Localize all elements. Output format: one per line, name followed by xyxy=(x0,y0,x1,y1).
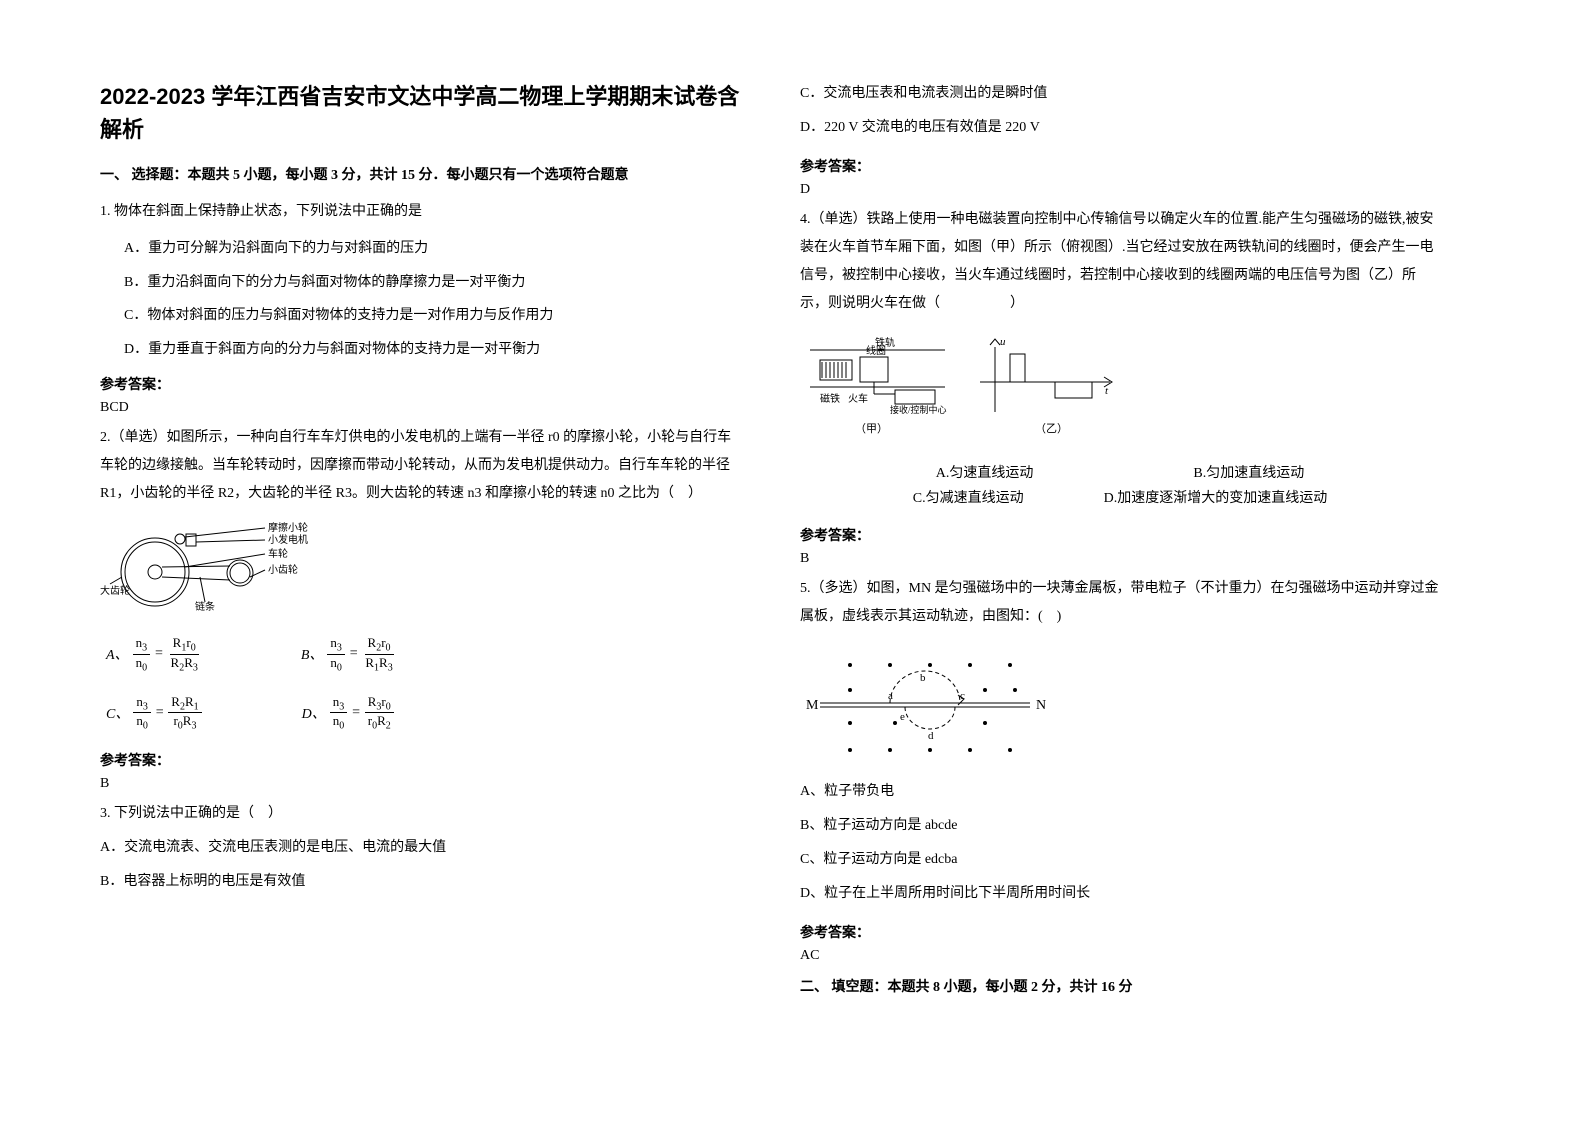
q5-label-e: e xyxy=(900,711,905,723)
svg-text:u: u xyxy=(1000,336,1006,348)
q4-label-center: 接收/控制中心 xyxy=(890,404,947,415)
q4-options: A.匀速直线运动 B.匀加速直线运动 C.匀减速直线运动 D.加速度逐渐增大的变… xyxy=(800,461,1440,511)
q4-opt-a: A.匀速直线运动 xyxy=(936,461,1034,486)
q2-opt-b: B、 n3n0 = R2r0R1R3 xyxy=(301,635,396,673)
q3-opt-d: D．220 V 交流电的电压有效值是 220 V xyxy=(800,114,1440,142)
q4-label-yi: （乙） xyxy=(1035,422,1068,435)
q1-answer: BCD xyxy=(100,400,740,416)
q2-opt-d-label: D、 xyxy=(302,703,326,723)
q4-stem: 4.（单选）铁路上使用一种电磁装置向控制中心传输信号以确定火车的位置.能产生匀强… xyxy=(800,206,1440,318)
q5-label-m: M xyxy=(806,698,819,713)
q2-options-row2: C、 n3n0 = R2R1r0R3 D、 n3n0 = R3r0r0R2 xyxy=(100,694,740,732)
q2-opt-a-label: A、 xyxy=(106,644,129,664)
q1-opt-a: A．重力可分解为沿斜面向下的力与对斜面的压力 xyxy=(100,232,740,266)
q5-label-d: d xyxy=(928,730,934,742)
exam-title: 2022-2023 学年江西省吉安市文达中学高二物理上学期期末试卷含解析 xyxy=(100,80,740,146)
q2-label-smallgear: 小齿轮 xyxy=(268,563,298,576)
q5-opt-b: B、粒子运动方向是 abcde xyxy=(800,812,1440,840)
q1-opt-b: B．重力沿斜面向下的分力与斜面对物体的静摩擦力是一对平衡力 xyxy=(100,266,740,300)
q5-stem: 5.（多选）如图，MN 是匀强磁场中的一块薄金属板，带电粒子（不计重力）在匀强磁… xyxy=(800,575,1440,631)
q4-answer-label: 参考答案： xyxy=(800,525,1440,545)
q2-stem: 2.（单选）如图所示，一种向自行车车灯供电的小发电机的上端有一半径 r0 的摩擦… xyxy=(100,424,740,508)
q2-answer-label: 参考答案： xyxy=(100,750,740,770)
q2-label-chain: 链条 xyxy=(195,600,215,612)
q2-label-friction: 摩擦小轮 xyxy=(268,522,308,534)
q4-opt-d: D.加速度逐渐增大的变加速直线运动 xyxy=(1104,486,1328,511)
q5-answer-label: 参考答案： xyxy=(800,922,1440,942)
q1-answer-label: 参考答案： xyxy=(100,374,740,394)
right-column: C．交流电压表和电流表测出的是瞬时值 D．220 V 交流电的电压有效值是 22… xyxy=(800,80,1440,1010)
q2-answer: B xyxy=(100,776,740,792)
q5-opt-c: C、粒子运动方向是 edcba xyxy=(800,846,1440,874)
q2-diagram: 摩擦小轮 小发电机 车轮 小齿轮 大齿轮 链条 xyxy=(100,522,740,617)
q2-opt-a: A、 n3n0 = R1r0R2R3 xyxy=(106,635,201,673)
q2-label-wheel: 车轮 xyxy=(268,547,288,560)
q2-opt-c: C、 n3n0 = R2R1r0R3 xyxy=(106,694,202,732)
q2-options-row1: A、 n3n0 = R1r0R2R3 B、 n3n0 = R2r0R1R3 xyxy=(100,635,740,673)
q4-diagram: 铁轨 线圈 磁铁 火车 接收/控制中心 （甲） u t （乙） xyxy=(800,332,1440,447)
q3-opt-a: A．交流电流表、交流电压表测的是电压、电流的最大值 xyxy=(100,834,740,862)
q5-label-n: N xyxy=(1036,698,1046,713)
q3-opt-b: B．电容器上标明的电压是有效值 xyxy=(100,868,740,896)
left-column: 2022-2023 学年江西省吉安市文达中学高二物理上学期期末试卷含解析 一、 … xyxy=(100,80,740,1010)
q1-stem: 1. 物体在斜面上保持静止状态，下列说法中正确的是 xyxy=(100,198,740,226)
q2-label-generator: 小发电机 xyxy=(268,533,308,546)
q5-label-a: a xyxy=(888,690,893,702)
q5-answer: AC xyxy=(800,948,1440,964)
q2-opt-c-label: C、 xyxy=(106,703,129,723)
q2-svg: 摩擦小轮 小发电机 车轮 小齿轮 大齿轮 链条 xyxy=(100,522,360,612)
q4-label-train: 火车 xyxy=(848,392,868,405)
q4-opt-b: B.匀加速直线运动 xyxy=(1193,461,1304,486)
q5-label-c: c xyxy=(960,690,965,702)
q4-answer: B xyxy=(800,551,1440,567)
svg-text:t: t xyxy=(1105,385,1109,397)
q2-opt-b-label: B、 xyxy=(301,644,324,664)
q3-answer-label: 参考答案： xyxy=(800,156,1440,176)
section-1-heading: 一、 选择题：本题共 5 小题，每小题 3 分，共计 15 分．每小题只有一个选… xyxy=(100,164,740,184)
q1-opt-c: C．物体对斜面的压力与斜面对物体的支持力是一对作用力与反作用力 xyxy=(100,299,740,333)
section-2-heading: 二、 填空题：本题共 8 小题，每小题 2 分，共计 16 分 xyxy=(800,976,1440,996)
q4-opt-c: C.匀减速直线运动 xyxy=(913,486,1024,511)
q3-answer: D xyxy=(800,182,1440,198)
q4-svg: 铁轨 线圈 磁铁 火车 接收/控制中心 （甲） u t （乙） xyxy=(800,332,1130,442)
page: 2022-2023 学年江西省吉安市文达中学高二物理上学期期末试卷含解析 一、 … xyxy=(0,0,1587,1050)
q4-label-magnet: 磁铁 xyxy=(820,392,840,405)
q5-opt-d: D、粒子在上半周所用时间比下半周所用时间长 xyxy=(800,880,1440,908)
q5-diagram: M N a b c d e xyxy=(800,645,1440,770)
q4-label-jia: （甲） xyxy=(855,422,888,435)
q2-opt-d: D、 n3n0 = R3r0r0R2 xyxy=(302,694,394,732)
q2-label-biggear: 大齿轮 xyxy=(100,584,130,597)
q1-opt-d: D．重力垂直于斜面方向的分力与斜面对物体的支持力是一对平衡力 xyxy=(100,333,740,367)
q4-label-coil: 线圈 xyxy=(866,344,886,357)
q3-stem: 3. 下列说法中正确的是（ ） xyxy=(100,800,740,828)
q3-opt-c: C．交流电压表和电流表测出的是瞬时值 xyxy=(800,80,1440,108)
q5-svg: M N a b c d e xyxy=(800,645,1060,765)
q5-label-b: b xyxy=(920,672,926,684)
q5-opt-a: A、粒子带负电 xyxy=(800,778,1440,806)
